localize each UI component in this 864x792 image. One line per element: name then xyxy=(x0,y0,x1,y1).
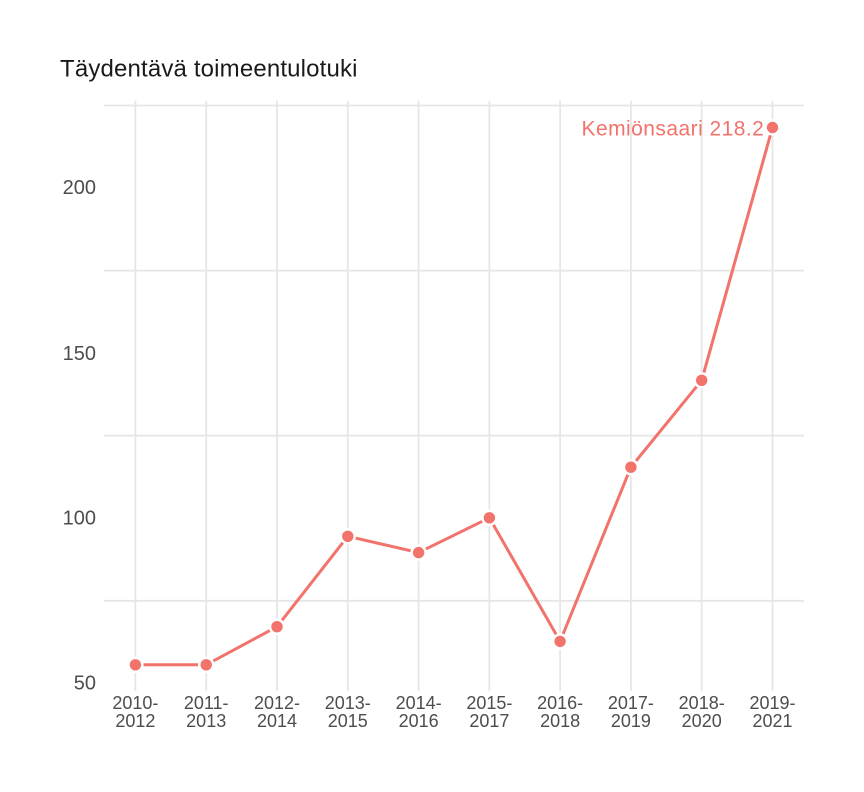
svg-text:2010-: 2010- xyxy=(112,693,158,713)
svg-text:Kemiönsaari 218.2: Kemiönsaari 218.2 xyxy=(582,117,765,140)
svg-text:2019-: 2019- xyxy=(749,693,795,713)
svg-text:150: 150 xyxy=(63,343,96,365)
svg-text:2012-: 2012- xyxy=(254,693,300,713)
svg-text:50: 50 xyxy=(74,673,96,695)
svg-text:100: 100 xyxy=(63,508,96,530)
svg-text:2016: 2016 xyxy=(399,711,439,731)
svg-text:2013-: 2013- xyxy=(325,693,371,713)
svg-text:2020: 2020 xyxy=(682,711,722,731)
svg-text:2012: 2012 xyxy=(115,711,155,731)
svg-text:Täydentävä toimeentulotuki: Täydentävä toimeentulotuki xyxy=(60,56,358,83)
svg-text:2017: 2017 xyxy=(469,711,509,731)
svg-text:2014: 2014 xyxy=(257,711,297,731)
svg-text:2015-: 2015- xyxy=(466,693,512,713)
svg-text:2014-: 2014- xyxy=(396,693,442,713)
svg-text:2011-: 2011- xyxy=(184,693,229,713)
svg-text:2021: 2021 xyxy=(752,711,792,731)
svg-text:2016-: 2016- xyxy=(537,693,583,713)
svg-text:2019: 2019 xyxy=(611,711,651,731)
svg-text:200: 200 xyxy=(63,177,96,199)
svg-text:2018-: 2018- xyxy=(679,693,725,713)
svg-text:2018: 2018 xyxy=(540,711,580,731)
svg-text:2017-: 2017- xyxy=(608,693,654,713)
svg-text:2013: 2013 xyxy=(186,711,226,731)
svg-text:2015: 2015 xyxy=(328,711,368,731)
